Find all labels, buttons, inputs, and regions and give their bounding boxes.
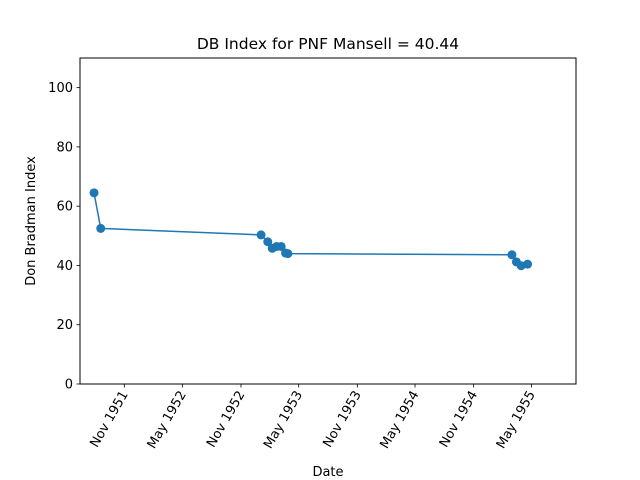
y-tick-label: 20 bbox=[56, 318, 73, 333]
y-axis-ticks: 0 20 40 60 80 100 bbox=[48, 81, 80, 393]
x-tick-label: Nov 1952 bbox=[204, 389, 248, 451]
x-axis-ticks: Nov 1951 May 1952 Nov 1952 May 1953 Nov 1953… bbox=[87, 384, 539, 452]
plot-frame bbox=[79, 57, 577, 385]
data-point bbox=[276, 241, 286, 251]
x-axis-label: Date bbox=[312, 465, 343, 480]
data-point bbox=[283, 249, 293, 259]
chart-title: DB Index for PNF Mansell = 40.44 bbox=[197, 35, 459, 53]
y-tick-label: 0 bbox=[65, 378, 73, 393]
y-tick-label: 40 bbox=[56, 259, 73, 274]
x-tick-label: May 1955 bbox=[494, 389, 539, 452]
data-point bbox=[263, 237, 273, 247]
plot-area bbox=[79, 57, 577, 385]
x-tick-label: May 1954 bbox=[377, 389, 422, 452]
data-point bbox=[523, 259, 533, 269]
x-tick-label: May 1952 bbox=[145, 389, 190, 452]
x-tick-label: Nov 1951 bbox=[87, 389, 131, 451]
y-tick-label: 100 bbox=[48, 81, 73, 96]
x-tick-label: Nov 1953 bbox=[321, 389, 365, 451]
y-tick-label: 60 bbox=[56, 200, 73, 215]
y-axis-label: Don Bradman Index bbox=[24, 156, 39, 286]
data-point bbox=[96, 223, 106, 233]
data-point bbox=[256, 230, 266, 240]
x-tick-label: May 1953 bbox=[261, 389, 306, 452]
y-tick-label: 80 bbox=[56, 140, 73, 155]
series-layer bbox=[89, 188, 533, 271]
data-point bbox=[89, 188, 99, 198]
x-tick-label: Nov 1954 bbox=[437, 389, 481, 451]
data-point bbox=[507, 250, 517, 260]
